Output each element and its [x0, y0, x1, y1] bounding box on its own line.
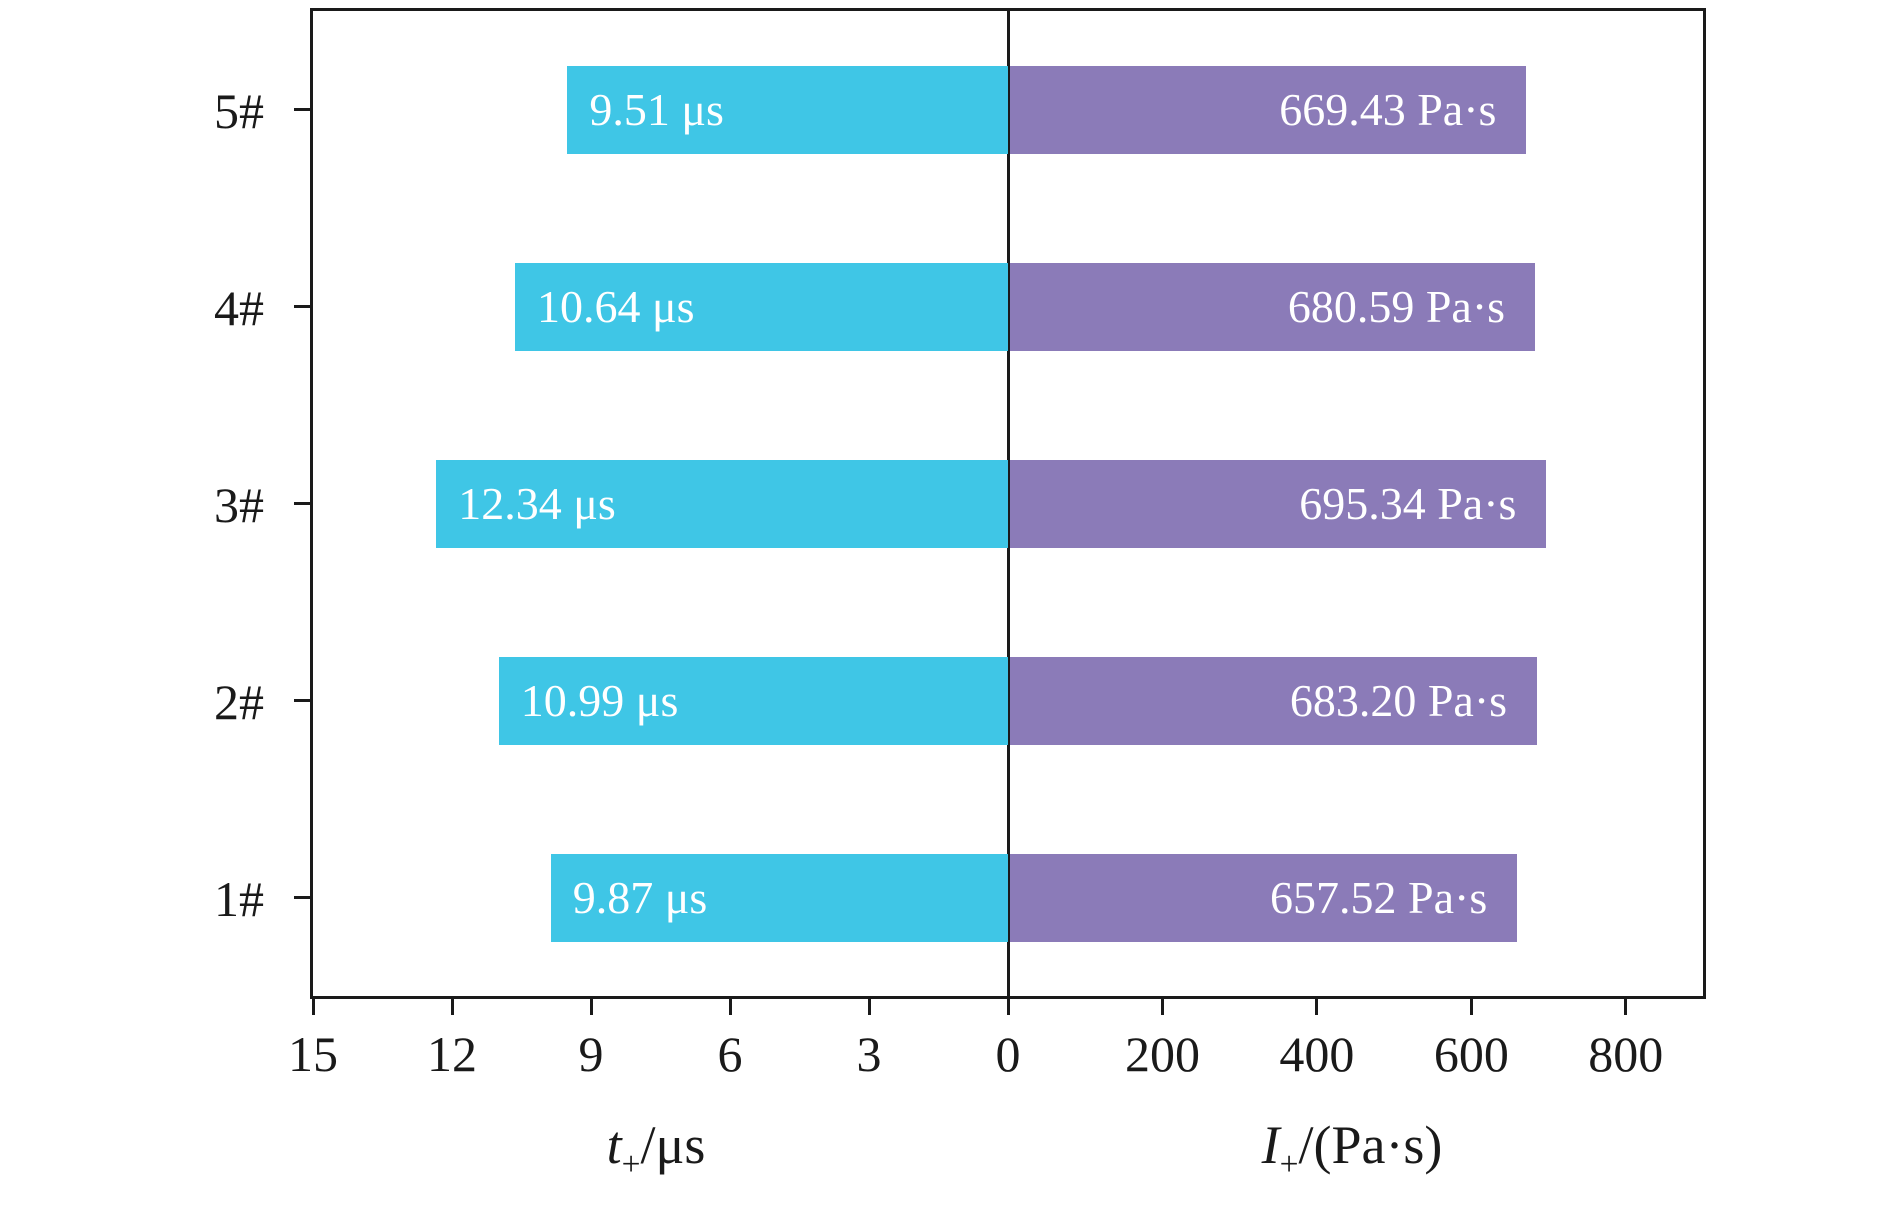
x-axis-title-right-sub: +: [1279, 1145, 1299, 1183]
bar-value-label: 10.99 μs: [520, 674, 679, 726]
bar-right-4: 680.59 Pa·s: [1009, 262, 1536, 351]
x-axis-title-left: t+/μs: [607, 1118, 706, 1181]
bar-right-1: 657.52 Pa·s: [1009, 853, 1518, 942]
x-axis-title-right-rest: /(Pa·s): [1298, 1115, 1443, 1175]
y-axis-tick: [294, 108, 310, 111]
x-tick-label-right-200: 200: [1124, 1026, 1200, 1082]
y-axis-tick: [294, 896, 310, 899]
bar-left-5: 9.51 μs: [567, 65, 1008, 154]
bar-value-label: 10.64 μs: [537, 280, 695, 332]
bar-left-4: 10.64 μs: [515, 262, 1008, 351]
category-label-4: 4#: [214, 279, 264, 336]
x-axis-title-left-rest: /μs: [640, 1115, 706, 1175]
bar-value-label: 695.34 Pa·s: [1299, 477, 1517, 529]
bar-value-label: 12.34 μs: [458, 477, 616, 529]
x-axis-tick: [1160, 999, 1164, 1015]
x-axis-tick: [728, 999, 732, 1015]
category-label-5: 5#: [214, 82, 264, 139]
x-tick-label-right-600: 600: [1433, 1026, 1509, 1082]
x-tick-label-left-9: 9: [578, 1026, 604, 1082]
bar-right-3: 695.34 Pa·s: [1009, 459, 1547, 548]
x-axis-tick: [1624, 999, 1628, 1015]
bar-value-label: 680.59 Pa·s: [1287, 280, 1506, 332]
x-axis-tick: [450, 999, 454, 1015]
category-label-2: 2#: [214, 673, 264, 730]
x-axis-tick: [311, 999, 315, 1015]
x-axis-title-left-var: t: [606, 1115, 622, 1175]
bar-right-5: 669.43 Pa·s: [1009, 65, 1527, 154]
x-tick-label-left-6: 6: [717, 1026, 743, 1082]
x-tick-label-right-800: 800: [1588, 1026, 1664, 1082]
plot-area: 9.51 μs 669.43 Pa·s 10.64 μs 680.59 Pa·s 12.…: [310, 8, 1706, 999]
x-axis-title-right: I+/(Pa·s): [1262, 1118, 1443, 1181]
bar-value-label: 669.43 Pa·s: [1279, 83, 1497, 135]
x-axis-title-left-sub: +: [621, 1145, 641, 1183]
bar-value-label: 9.87 μs: [572, 871, 708, 923]
y-axis-tick: [294, 699, 310, 702]
x-tick-label-left-15: 15: [288, 1026, 338, 1082]
bar-left-1: 9.87 μs: [550, 853, 1008, 942]
x-axis-tick: [589, 999, 593, 1015]
x-axis-tick: [1315, 999, 1319, 1015]
category-label-3: 3#: [214, 476, 264, 533]
y-axis-tick: [294, 305, 310, 308]
bar-value-label: 657.52 Pa·s: [1270, 871, 1488, 923]
bar-left-2: 10.99 μs: [498, 656, 1008, 745]
x-axis-title-right-var: I: [1261, 1115, 1280, 1175]
y-axis-tick: [294, 502, 310, 505]
bar-value-label: 683.20 Pa·s: [1289, 674, 1508, 726]
x-tick-label-left-3: 3: [856, 1026, 882, 1082]
bar-left-3: 12.34 μs: [436, 459, 1008, 548]
zero-axis-line: [1006, 11, 1010, 996]
bar-value-label: 9.51 μs: [589, 83, 724, 135]
x-tick-label-left-12: 12: [427, 1026, 477, 1082]
category-label-1: 1#: [214, 870, 264, 927]
x-tick-label-right-400: 400: [1279, 1026, 1355, 1082]
x-axis-tick: [1006, 999, 1010, 1015]
x-axis-tick: [867, 999, 871, 1015]
x-axis-tick: [1469, 999, 1473, 1015]
bar-right-2: 683.20 Pa·s: [1009, 656, 1538, 745]
x-tick-label-left-0: 0: [995, 1026, 1021, 1082]
